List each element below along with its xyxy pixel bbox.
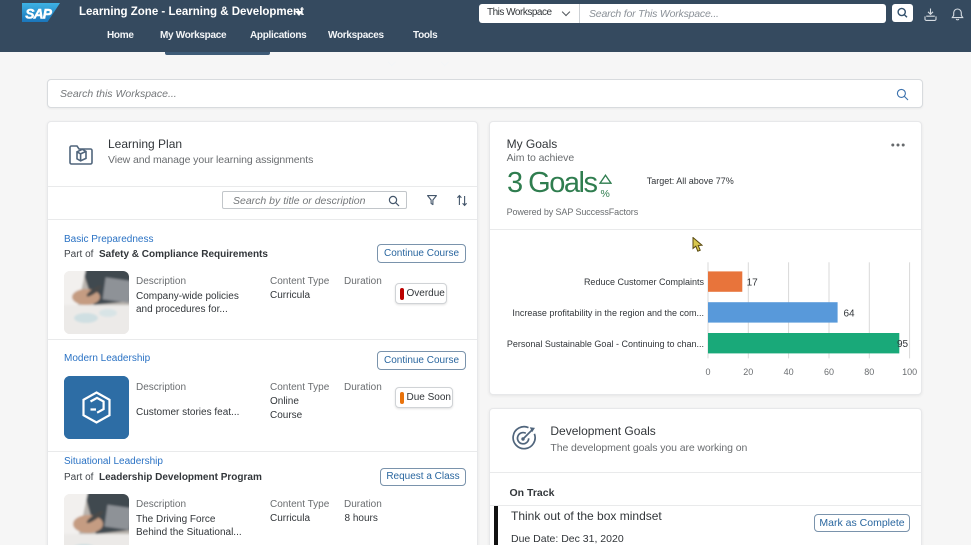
svg-text:20: 20: [743, 367, 753, 377]
svg-text:95: 95: [897, 339, 909, 350]
svg-text:Personal Sustainable Goal - Co: Personal Sustainable Goal - Continuing t…: [507, 339, 704, 349]
svg-text:40: 40: [784, 367, 794, 377]
svg-text:64: 64: [844, 308, 856, 319]
svg-text:%: %: [601, 188, 610, 199]
svg-text:0: 0: [705, 367, 710, 377]
svg-text:100: 100: [902, 367, 917, 377]
svg-text:Reduce Customer Complaints: Reduce Customer Complaints: [584, 277, 705, 287]
svg-text:Increase profitability in the: Increase profitability in the region and…: [512, 308, 704, 318]
svg-text:60: 60: [824, 367, 834, 377]
svg-text:SAP: SAP: [25, 6, 53, 21]
svg-text:80: 80: [864, 367, 874, 377]
svg-text:17: 17: [747, 278, 759, 289]
